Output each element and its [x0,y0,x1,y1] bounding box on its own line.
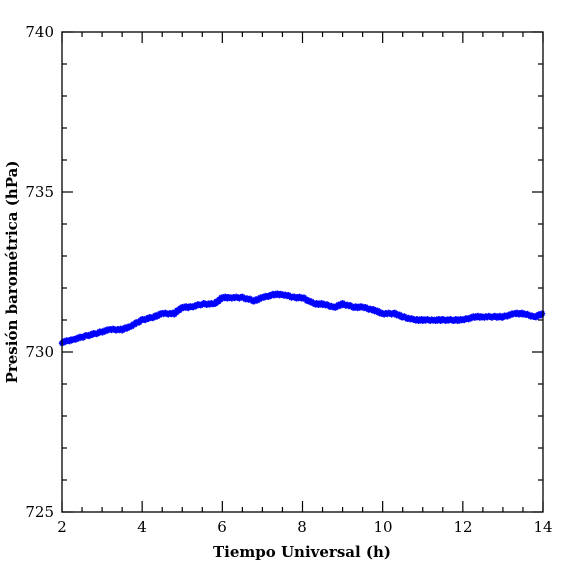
y-tick-label-735: 735 [25,183,54,201]
x-axis-title: Tiempo Universal (h) [213,543,391,561]
x-tick-label-8: 8 [297,518,307,536]
y-tick-label-730: 730 [25,343,54,361]
x-tick-label-12: 12 [453,518,472,536]
x-tick-label-6: 6 [217,518,227,536]
data-points [58,290,546,347]
axis-ticks [61,31,544,513]
x-tick-label-2: 2 [57,518,67,536]
plot-frame [61,31,544,513]
x-tick-label-14: 14 [533,518,552,536]
y-axis-title: Presión barométrica (hPa) [3,161,21,384]
x-tick-label-10: 10 [373,518,392,536]
y-tick-label-725: 725 [25,503,54,521]
x-tick-label-4: 4 [137,518,147,536]
y-tick-label-740: 740 [25,23,54,41]
